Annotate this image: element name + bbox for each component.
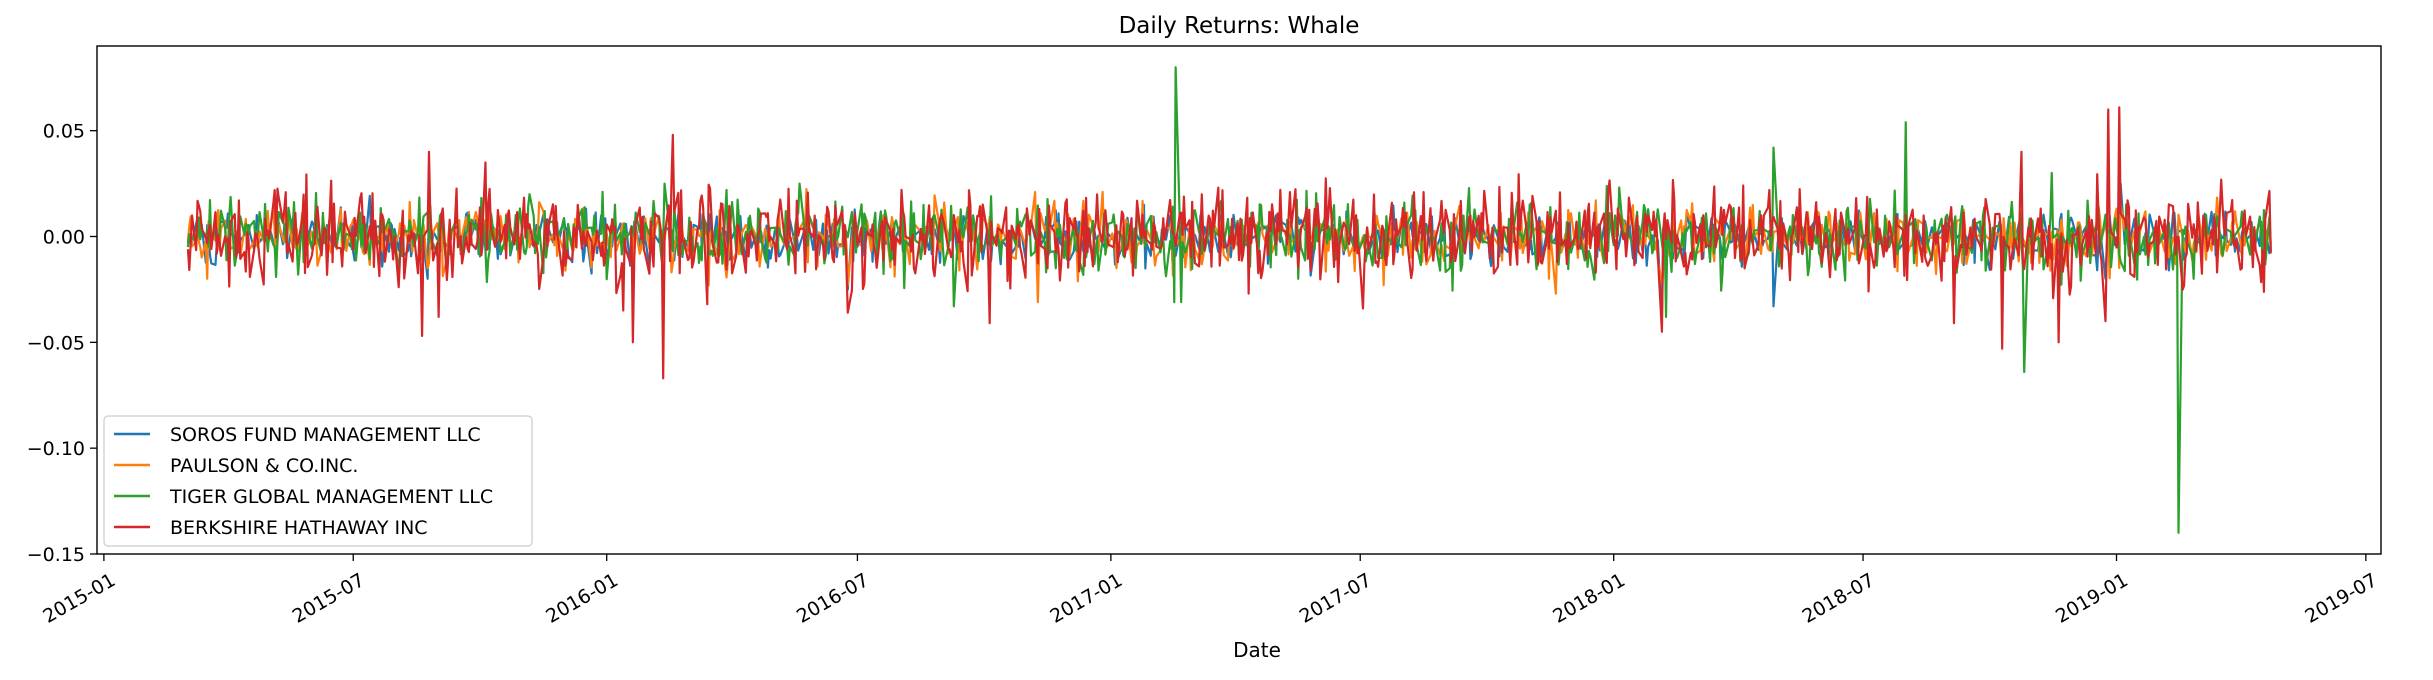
legend-label-berkshire-hathaway-inc: BERKSHIRE HATHAWAY INC xyxy=(170,517,428,539)
plot-frame xyxy=(96,45,2382,555)
chart-title: Daily Returns: Whale xyxy=(1119,13,1360,39)
y-tick-label: −0.10 xyxy=(27,438,85,460)
legend: SOROS FUND MANAGEMENT LLC PAULSON & CO.IN… xyxy=(103,415,533,547)
y-tick-label: −0.05 xyxy=(27,332,85,354)
series-line-berkshire-hathaway-inc xyxy=(186,106,2272,380)
series-layer xyxy=(186,66,2272,534)
y-tick-label: 0.05 xyxy=(43,121,85,143)
legend-label-paulson-co-inc: PAULSON & CO.INC. xyxy=(170,455,358,477)
y-tick-label: −0.15 xyxy=(27,544,85,566)
x-axis-label: Date xyxy=(1233,638,1281,662)
legend-box xyxy=(103,415,533,547)
y-tick-label: 0.00 xyxy=(43,227,85,249)
legend-label-tiger-global-management-llc: TIGER GLOBAL MANAGEMENT LLC xyxy=(169,486,493,508)
y-axis: −0.15 −0.10 −0.05 0.00 0.05 xyxy=(27,121,97,566)
legend-label-soros-fund-management-llc: SOROS FUND MANAGEMENT LLC xyxy=(170,424,481,446)
